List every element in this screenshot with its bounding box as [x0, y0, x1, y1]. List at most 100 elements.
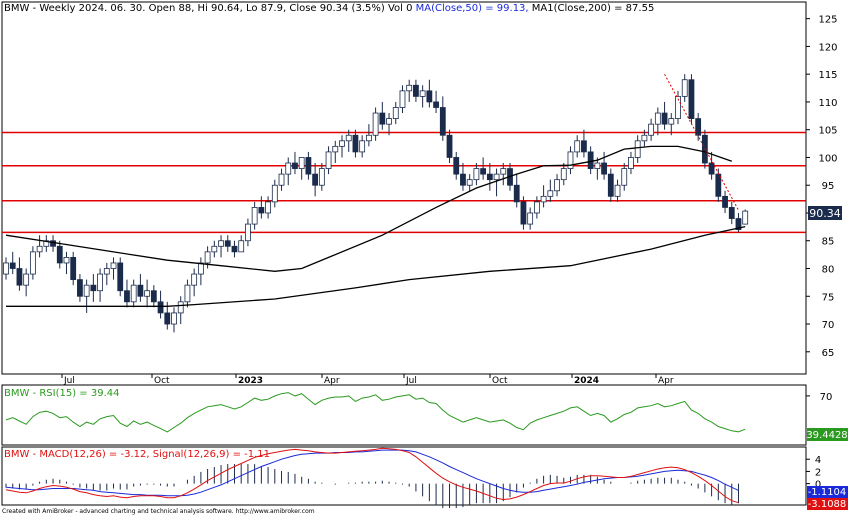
candle-body — [83, 284, 90, 297]
candle-body — [392, 107, 399, 119]
candle-body — [50, 240, 56, 247]
price-y-tick-label: 100 — [818, 153, 837, 164]
candle-body — [184, 284, 191, 303]
moving-averages — [5, 145, 746, 307]
candle-body — [359, 140, 366, 153]
ma200-line — [6, 225, 746, 307]
candle-body — [191, 273, 198, 286]
candle-body — [742, 210, 749, 225]
candle-body — [547, 190, 554, 197]
macd-y-tick-label: 4 — [815, 455, 821, 466]
candle-body — [433, 101, 439, 108]
candle-body — [554, 179, 560, 192]
candle-body — [218, 240, 224, 247]
x-tick-label: Oct — [154, 376, 170, 386]
candle-body — [493, 173, 500, 181]
candle-body — [298, 157, 305, 169]
time-x-axis: Jul Oct 2023 Apr Jul Oct 2024 Apr — [61, 374, 674, 386]
downtrend-line — [664, 73, 739, 211]
trendline — [664, 73, 739, 211]
current-price-label: 90.34 — [808, 206, 842, 220]
price-title: BMW - Weekly 2024. 06. 30. Open 88, Hi 9… — [4, 3, 654, 14]
candle-body — [265, 201, 271, 214]
candle-body — [332, 145, 339, 153]
candle-body — [641, 134, 648, 142]
candle-body — [144, 290, 151, 297]
candle-body — [520, 201, 527, 225]
candle-body — [124, 290, 130, 303]
candle-body — [453, 157, 460, 175]
candle-body — [386, 118, 392, 125]
candle-body — [574, 140, 581, 153]
rsi-value-box — [807, 428, 848, 441]
candle-body — [63, 257, 70, 264]
candle-body — [285, 162, 292, 175]
candle-body — [413, 84, 419, 97]
candle-body — [211, 245, 218, 253]
macd-title: BMW - MACD(12,26) = -3.12, Signal(12,26,… — [4, 449, 270, 460]
candlesticks — [3, 74, 749, 333]
candle-body — [406, 84, 413, 92]
price-y-tick-label: 125 — [818, 15, 837, 26]
candle-body — [614, 184, 621, 197]
candle-body — [157, 301, 164, 314]
candle-body — [419, 90, 426, 97]
footer-credit: Created with AmiBroker - advanced charti… — [2, 508, 315, 515]
macd-line — [5, 447, 739, 504]
candle-body — [460, 173, 466, 186]
candle-body — [695, 118, 702, 136]
macd-y-tick-label: 0 — [815, 480, 821, 491]
candle-body — [345, 134, 352, 142]
rsi-y-axis: 70 — [806, 392, 832, 403]
ma50-line — [5, 145, 733, 272]
candle-body — [177, 301, 184, 314]
candle-body — [325, 151, 332, 169]
price-y-tick-label: 80 — [822, 265, 835, 276]
macd-lines — [5, 447, 739, 504]
price-y-tick-label: 70 — [822, 320, 835, 331]
candle-body — [560, 168, 567, 181]
candle-body — [23, 273, 30, 286]
candle-body — [675, 95, 681, 119]
candle-body — [426, 90, 433, 103]
rsi-series-line — [5, 392, 746, 433]
price-y-tick-label: 95 — [822, 181, 835, 192]
candle-body — [312, 173, 319, 186]
candle-body — [29, 251, 36, 275]
candle-body — [607, 173, 614, 197]
candle-body — [224, 240, 231, 247]
candle-body — [527, 212, 534, 225]
candle-body — [365, 134, 372, 142]
price-y-tick-label: 115 — [818, 70, 837, 81]
macd-pane: 42 0 -1.1104 -3.1088 BMW - MACD(12,26) = … — [1, 446, 848, 510]
price-y-tick-label: 65 — [822, 348, 835, 359]
candle-body — [238, 240, 245, 253]
rsi-pane-frame — [1, 384, 807, 446]
macd-value-box — [807, 498, 848, 510]
price-y-tick-label: 120 — [818, 42, 837, 53]
candle-body — [258, 207, 265, 214]
candle-body — [318, 168, 325, 186]
candle-body — [735, 218, 742, 231]
candle-body — [197, 262, 204, 275]
candle-body — [379, 112, 386, 125]
candle-body — [305, 157, 312, 175]
candle-body — [3, 262, 9, 275]
candle-body — [231, 245, 238, 253]
price-y-tick-label: 75 — [822, 292, 835, 303]
candle-body — [446, 134, 453, 158]
candle-body — [587, 151, 594, 169]
x-tick-label: Apr — [658, 376, 674, 386]
candle-body — [654, 112, 661, 125]
macd-signal-value: -1.1104 — [808, 487, 847, 498]
candle-body — [103, 268, 110, 275]
candle-body — [164, 312, 171, 325]
candle-body — [352, 134, 359, 153]
price-y-tick-label: 110 — [818, 98, 837, 109]
rsi-line — [5, 392, 746, 433]
x-tick-label: Jul — [63, 376, 75, 386]
candle-body — [16, 268, 23, 286]
candle-body — [130, 284, 137, 303]
candle-body — [681, 79, 688, 97]
candle-body — [708, 162, 715, 175]
